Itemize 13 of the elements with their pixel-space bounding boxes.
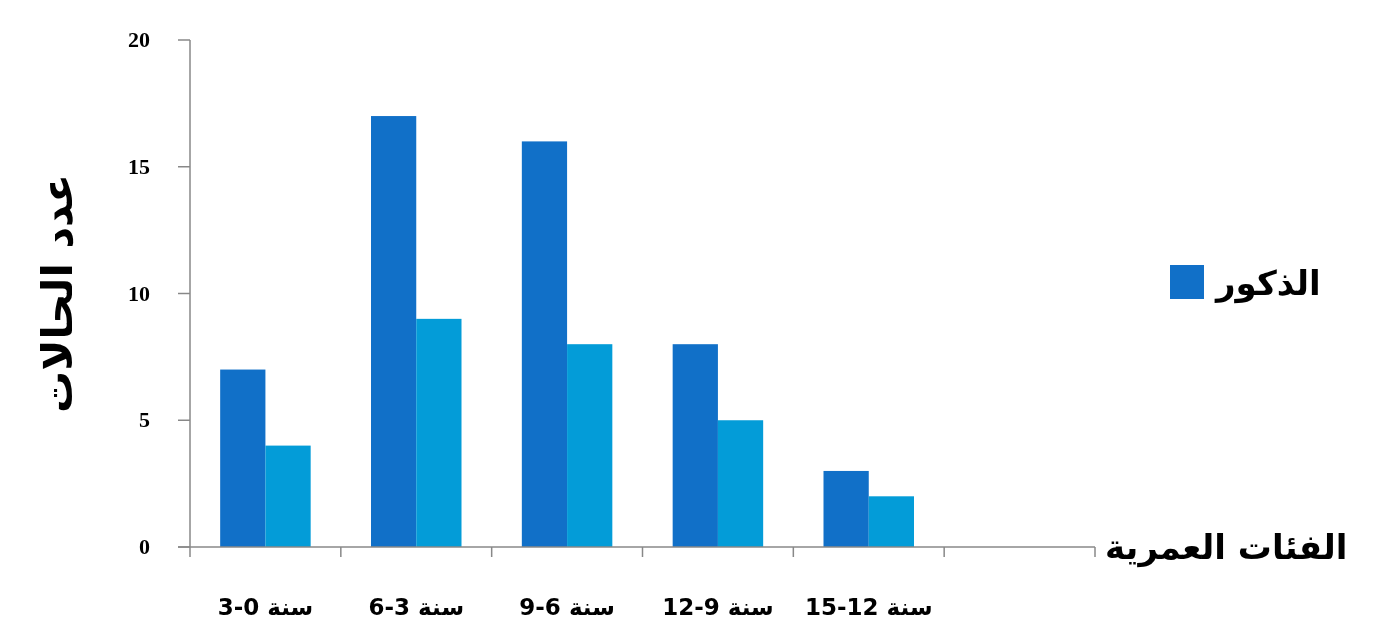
y-tick-label: 0 [139,534,150,559]
x-tick-label: 15-12 سنة [804,594,933,620]
y-tick-label: 5 [139,407,150,433]
x-tick-label: 3-0 سنة [217,594,314,620]
legend-label: الذكور [1214,263,1321,304]
y-tick-label: 10 [128,280,150,306]
x-tick-label: 9-6 سنة [519,594,615,620]
y-tick-label: 15 [128,153,150,179]
x-axis-title: الفئات العمرية [1105,527,1348,568]
x-tick-label: 6-3 سنة [368,594,465,620]
x-tick-label: 12-9 سنة [662,594,774,620]
y-tick-label: 20 [128,27,150,52]
y-axis-title: عدد الحالات [33,174,82,413]
